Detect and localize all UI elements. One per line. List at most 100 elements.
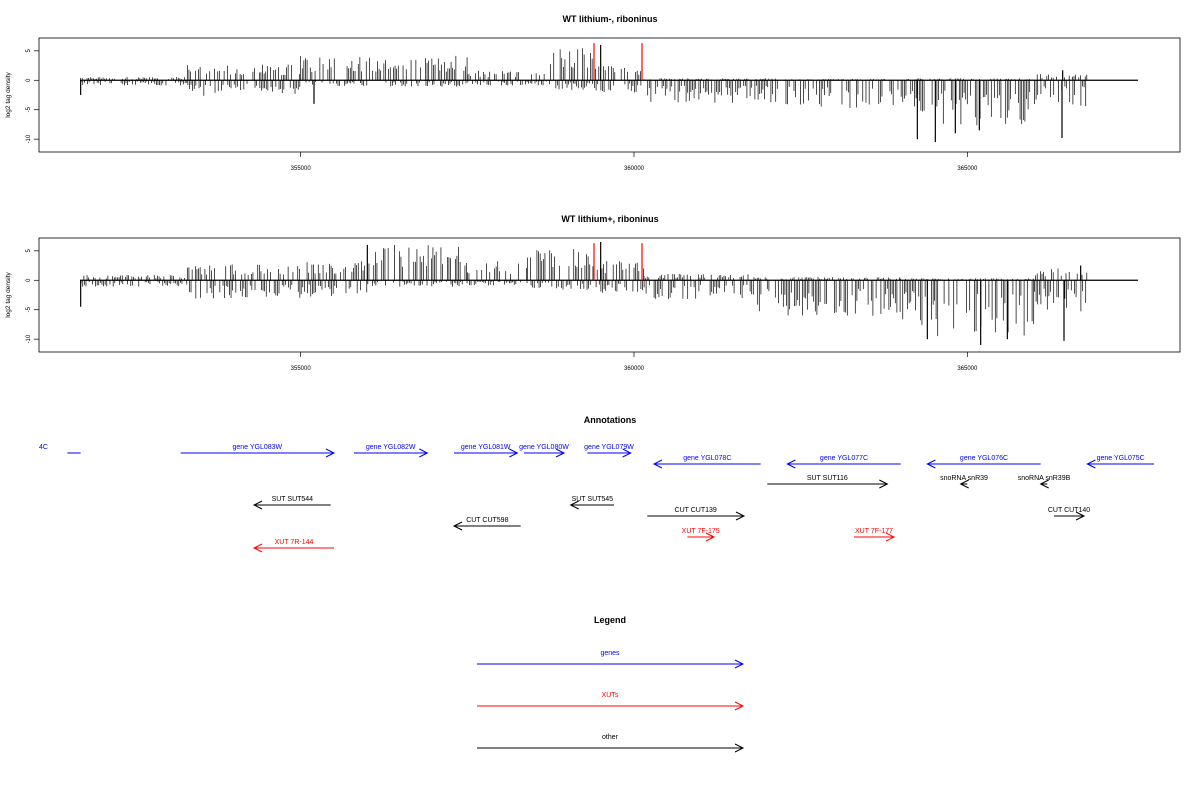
x-tick-label: 355000 bbox=[291, 366, 312, 372]
x-tick-label: 365000 bbox=[957, 366, 978, 372]
y-tick-label: 5 bbox=[26, 249, 32, 253]
feature-label: XUT 7F-175 bbox=[682, 528, 720, 535]
y-tick-label: 0 bbox=[26, 78, 32, 82]
arrow-head bbox=[735, 511, 746, 521]
feature-label: gene YGL082W bbox=[366, 444, 416, 451]
feature-label: gene YGL081W bbox=[461, 444, 511, 451]
feature-label: gene YGL078C bbox=[683, 455, 731, 462]
arrow-head bbox=[885, 532, 896, 542]
y-axis-label: log2 tag density bbox=[5, 271, 12, 317]
x-tick-label: 360000 bbox=[624, 166, 645, 172]
y-tick-label: 0 bbox=[26, 278, 32, 282]
annotation-feature: gene YGL075C bbox=[1086, 455, 1154, 469]
legend-label: XUTs bbox=[602, 692, 619, 699]
arrow-head bbox=[652, 459, 663, 469]
annotation-feature: XUT 7F-175 bbox=[682, 528, 720, 542]
signal-bars bbox=[80, 242, 1088, 346]
feature-label: gene YGL075C bbox=[1097, 455, 1145, 462]
y-axis-label: log2 tag density bbox=[5, 71, 12, 117]
x-tick-label: 355000 bbox=[291, 166, 312, 172]
arrow-head bbox=[734, 659, 745, 669]
arrow-head bbox=[419, 448, 429, 458]
annotation-feature: XUT 7R-144 bbox=[252, 539, 334, 553]
feature-label: gene YGL079W bbox=[584, 444, 634, 451]
arrow-head bbox=[569, 500, 579, 510]
annotation-feature: gene YGL076C bbox=[926, 455, 1041, 469]
legend-label: genes bbox=[600, 650, 620, 657]
arrow-head bbox=[1075, 511, 1086, 521]
y-tick-label: -10 bbox=[26, 134, 32, 143]
annotations-title: Annotations bbox=[584, 415, 637, 425]
plot-frame bbox=[38, 37, 1181, 153]
feature-label: snoRNA snR39B bbox=[1018, 475, 1071, 482]
annotation-feature: snoRNA snR39B bbox=[1018, 475, 1071, 489]
y-tick-label: -5 bbox=[26, 306, 32, 312]
track-panel-1: WT lithium-, riboninus 5 0 -5 -10 log2 tag de… bbox=[5, 14, 1181, 172]
arrow-head bbox=[705, 532, 716, 542]
annotations-panel: Annotations 4C gene YGL083W gene YGL082W gen… bbox=[39, 415, 1154, 553]
signal-bars bbox=[80, 44, 1088, 143]
feature-label: 4C bbox=[39, 444, 48, 451]
feature-label: gene YGL076C bbox=[960, 455, 1008, 462]
arrow-head bbox=[325, 448, 336, 458]
plot-frame bbox=[38, 237, 1181, 353]
arrow-head bbox=[1039, 479, 1049, 489]
annotation-feature: gene YGL078C bbox=[652, 455, 761, 469]
arrow-head bbox=[252, 543, 263, 553]
arrow-head bbox=[452, 521, 463, 531]
feature-label: XUT 7R-144 bbox=[275, 539, 314, 546]
annotation-feature: gene YGL082W bbox=[354, 444, 429, 458]
feature-label: SUT SUT545 bbox=[572, 496, 614, 503]
legend-item-xuts: XUTs bbox=[477, 692, 745, 711]
annotation-feature: SUT SUT544 bbox=[252, 496, 331, 510]
annotation-feature: gene YGL077C bbox=[786, 455, 901, 469]
legend-label: other bbox=[602, 734, 619, 741]
annotation-feature: 4C bbox=[39, 444, 81, 454]
y-tick-label: -5 bbox=[26, 106, 32, 112]
annotation-feature: CUT CUT598 bbox=[452, 517, 521, 531]
feature-label: gene YGL077C bbox=[820, 455, 868, 462]
annotation-feature: gene YGL080W bbox=[519, 444, 569, 458]
annotation-feature: SUT SUT545 bbox=[569, 496, 614, 510]
feature-label: CUT CUT139 bbox=[675, 507, 717, 514]
feature-label: CUT CUT598 bbox=[466, 517, 508, 524]
annotation-feature: gene YGL083W bbox=[180, 444, 336, 458]
annotation-feature: gene YGL081W bbox=[454, 444, 519, 458]
feature-label: SUT SUT116 bbox=[807, 475, 848, 482]
annotation-feature: XUT 7F-177 bbox=[854, 528, 896, 542]
feature-label: CUT CUT140 bbox=[1048, 507, 1090, 514]
annotation-feature: snoRNA snR39 bbox=[940, 475, 988, 489]
arrow-head bbox=[555, 448, 566, 458]
feature-label: snoRNA snR39 bbox=[940, 475, 988, 482]
arrow-head bbox=[926, 459, 936, 469]
y-tick-label: -10 bbox=[26, 334, 32, 343]
feature-label: XUT 7F-177 bbox=[855, 528, 893, 535]
annotation-feature: CUT CUT139 bbox=[647, 507, 746, 521]
legend-title: Legend bbox=[594, 615, 626, 625]
feature-label: gene YGL083W bbox=[232, 444, 282, 451]
feature-label: SUT SUT544 bbox=[272, 496, 314, 503]
annotation-feature: SUT SUT116 bbox=[767, 475, 889, 489]
arrow-head bbox=[509, 448, 519, 458]
chart-title: WT lithium+, riboninus bbox=[561, 214, 658, 224]
legend-panel: Legend genes XUTs other bbox=[477, 615, 745, 753]
arrow-head bbox=[734, 743, 745, 753]
annotation-feature: CUT CUT140 bbox=[1048, 507, 1090, 521]
x-tick-label: 365000 bbox=[957, 166, 978, 172]
arrow-head bbox=[734, 701, 745, 711]
legend-item-other: other bbox=[477, 734, 745, 753]
arrow-head bbox=[879, 479, 889, 489]
arrow-head bbox=[622, 448, 632, 458]
chart-title: WT lithium-, riboninus bbox=[563, 14, 658, 24]
feature-label: gene YGL080W bbox=[519, 444, 569, 451]
x-tick-label: 360000 bbox=[624, 366, 645, 372]
arrow-head bbox=[959, 479, 969, 489]
legend-item-genes: genes bbox=[477, 650, 745, 669]
arrow-head bbox=[252, 500, 263, 510]
y-tick-label: 5 bbox=[26, 49, 32, 53]
track-panel-2: WT lithium+, riboninus 5 0 -5 -10 log2 tag de… bbox=[5, 214, 1181, 372]
annotation-feature: gene YGL079W bbox=[584, 444, 634, 458]
arrow-head bbox=[1086, 459, 1096, 469]
arrow-head bbox=[786, 459, 796, 469]
